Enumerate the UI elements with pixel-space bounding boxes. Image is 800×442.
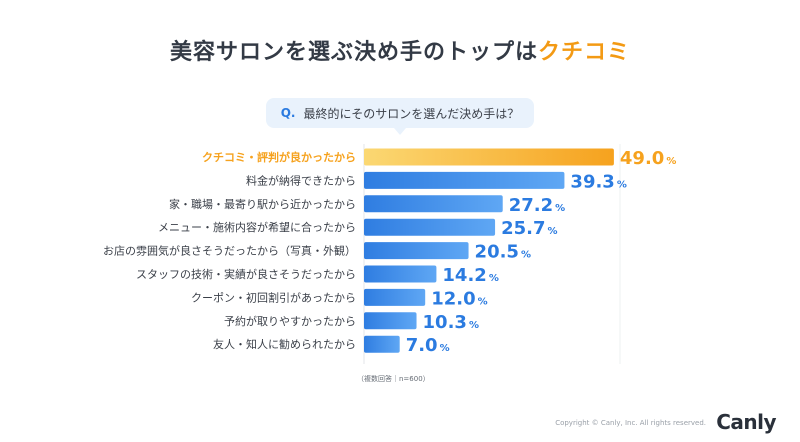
category-label: 友人・知人に勧められたから bbox=[213, 337, 356, 351]
value-label: 39.3% bbox=[570, 171, 626, 192]
category-label: クチコミ・評判が良かったから bbox=[202, 150, 356, 164]
bar bbox=[364, 195, 503, 213]
category-label: クーポン・初回割引があったから bbox=[191, 290, 356, 304]
category-label: お店の雰囲気が良さそうだったから（写真・外観） bbox=[103, 244, 356, 258]
value-label: 20.5% bbox=[475, 242, 531, 263]
bar bbox=[364, 242, 469, 260]
chart-title: 美容サロンを選ぶ決め手のトップはクチコミ bbox=[0, 34, 800, 66]
value-label: 49.0% bbox=[620, 148, 676, 169]
value-label: 25.7% bbox=[501, 218, 557, 239]
bar bbox=[364, 148, 614, 166]
value-label: 7.0% bbox=[406, 335, 450, 356]
category-label: 予約が取りやすかったから bbox=[224, 314, 356, 328]
brand-logo: Canly bbox=[716, 410, 776, 434]
category-label: スタッフの技術・実績が良さそうだったから bbox=[136, 267, 356, 281]
value-label: 14.2% bbox=[442, 265, 498, 286]
bar bbox=[364, 218, 496, 236]
title-main: 美容サロンを選ぶ決め手のトップは bbox=[169, 40, 538, 65]
question-bubble: Q. 最終的にそのサロンを選んだ決め手は？ bbox=[266, 98, 534, 135]
bar bbox=[364, 171, 565, 189]
value-label: 10.3% bbox=[423, 312, 479, 333]
bar bbox=[364, 288, 426, 306]
category-label: 料金が納得できたから bbox=[246, 173, 356, 187]
category-label: 家・職場・最寄り駅から近かったから bbox=[169, 197, 356, 211]
value-label: 12.0% bbox=[431, 288, 487, 309]
question-prefix: Q. bbox=[280, 106, 296, 120]
question-text: 最終的にそのサロンを選んだ決め手は？ bbox=[303, 106, 520, 121]
copyright-text: Copyright © Canly, Inc. All rights reser… bbox=[555, 419, 706, 427]
bar bbox=[364, 335, 400, 353]
footnote: （複数回答｜n=600） bbox=[357, 375, 430, 383]
title-accent: クチコミ bbox=[538, 40, 631, 65]
bar bbox=[364, 312, 417, 330]
category-label: メニュー・施術内容が希望に合ったから bbox=[158, 220, 356, 234]
value-label: 27.2% bbox=[509, 195, 565, 216]
bar bbox=[364, 265, 437, 283]
